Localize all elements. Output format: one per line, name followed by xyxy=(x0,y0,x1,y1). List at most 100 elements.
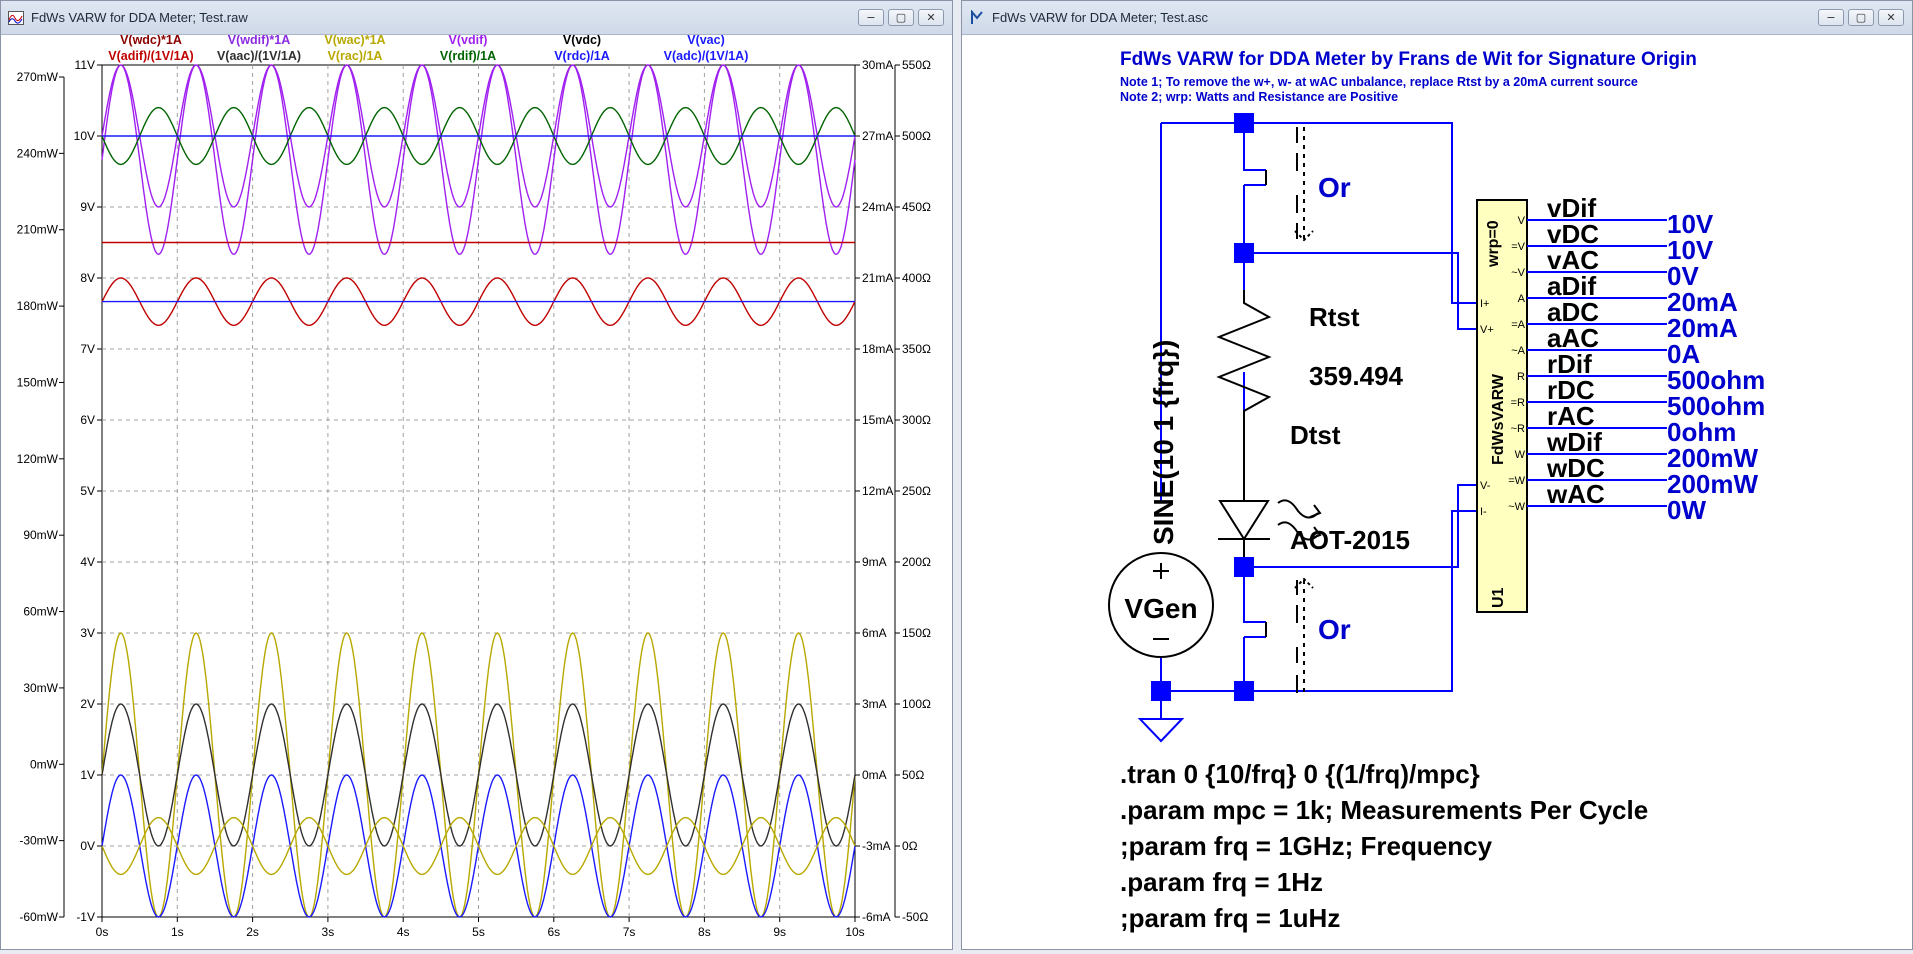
y-tick-label-amps: 3mA xyxy=(862,697,887,711)
x-tick-label: 6s xyxy=(547,925,560,939)
y-tick-label-volts: 3V xyxy=(80,626,95,640)
meas-value: 0ohm xyxy=(1667,417,1736,447)
meas-name: aDif xyxy=(1547,271,1596,301)
x-tick-label: 0s xyxy=(96,925,109,939)
restore-button[interactable]: ▢ xyxy=(1848,9,1874,26)
pin-label: I+ xyxy=(1480,298,1489,310)
or-label-top: Or xyxy=(1318,172,1351,203)
x-tick-label: 2s xyxy=(246,925,259,939)
pin-label: V xyxy=(1518,215,1526,227)
meas-value: 20mA xyxy=(1667,313,1738,343)
or-label-bottom: Or xyxy=(1318,614,1351,645)
y-tick-label-watts: -30mW xyxy=(19,834,58,848)
x-tick-label: 7s xyxy=(623,925,636,939)
y-tick-label-watts: 30mW xyxy=(23,681,58,695)
meas-value: 20mA xyxy=(1667,287,1738,317)
x-tick-label: 3s xyxy=(322,925,335,939)
trace-label[interactable]: V(wac)*1A xyxy=(324,33,385,47)
y-tick-label-ohms: 550Ω xyxy=(902,58,931,72)
directive-line[interactable]: ;param frq = 1GHz; Frequency xyxy=(1120,831,1493,861)
trace-label[interactable]: V(vac) xyxy=(687,33,725,47)
waveform-title-bar[interactable]: FdWs VARW for DDA Meter; Test.raw − ▢ ✕ xyxy=(1,1,952,35)
close-button[interactable]: ✕ xyxy=(918,9,944,26)
close-button[interactable]: ✕ xyxy=(1878,9,1904,26)
resistor-rtst[interactable]: Rtst 359.494 xyxy=(1216,290,1404,467)
y-tick-label-ohms: 100Ω xyxy=(902,697,931,711)
wires xyxy=(1160,122,1477,719)
waveform-window: FdWs VARW for DDA Meter; Test.raw − ▢ ✕ … xyxy=(0,0,953,950)
directive-line[interactable]: .param mpc = 1k; Measurements Per Cycle xyxy=(1120,795,1648,825)
meas-value: 10V xyxy=(1667,209,1714,239)
diode-name: Dtst xyxy=(1290,420,1341,450)
block-name: FdWsVARW xyxy=(1490,373,1507,465)
block-ref: U1 xyxy=(1490,587,1507,608)
y-tick-label-volts: 11V xyxy=(75,58,95,72)
y-tick-label-watts: 270mW xyxy=(17,70,59,84)
y-tick-label-watts: -60mW xyxy=(19,910,58,924)
y-tick-label-volts: 9V xyxy=(80,200,95,214)
y-tick-label-ohms: 500Ω xyxy=(902,129,931,143)
schematic-canvas[interactable]: FdWs VARW for DDA Meter by Frans de Wit … xyxy=(962,35,1912,949)
trace-label[interactable]: V(adc)/(1V/1A) xyxy=(664,49,749,63)
y-tick-label-ohms: 200Ω xyxy=(902,555,931,569)
pin-label: =V xyxy=(1511,241,1525,253)
meas-value: 0V xyxy=(1667,261,1699,291)
trace-label[interactable]: V(aac)/(1V/1A) xyxy=(217,49,301,63)
pin-label: =A xyxy=(1511,319,1525,331)
meas-value: 10V xyxy=(1667,235,1714,265)
pin-label: ~W xyxy=(1508,501,1525,513)
schematic-window: FdWs VARW for DDA Meter; Test.asc − ▢ ✕ … xyxy=(961,0,1913,950)
meas-value: 0A xyxy=(1667,339,1700,369)
source-value: SINE(10 1 {frq}) xyxy=(1148,340,1179,545)
trace-label[interactable]: V(rdc)/1A xyxy=(554,49,610,63)
series-traces xyxy=(101,64,856,918)
y-tick-label-amps: 24mA xyxy=(862,200,893,214)
y-tick-label-volts: 1V xyxy=(80,768,95,782)
directive-line[interactable]: .tran 0 {10/frq} 0 {(1/frq)/mpc} xyxy=(1120,759,1480,789)
meas-name: vAC xyxy=(1547,245,1599,275)
y-tick-label-watts: 0mW xyxy=(30,757,59,771)
y-tick-label-ohms: 400Ω xyxy=(902,271,931,285)
series-line xyxy=(101,703,856,847)
trace-label[interactable]: V(vdif) xyxy=(449,33,488,47)
wire-junctions xyxy=(1151,113,1254,701)
trace-label[interactable]: V(wdc)*1A xyxy=(120,33,182,47)
meas-value: 200mW xyxy=(1667,469,1758,499)
y-tick-label-ohms: 300Ω xyxy=(902,413,931,427)
directive-line[interactable]: .param frq = 1Hz xyxy=(1120,867,1323,897)
waveform-app-icon xyxy=(8,11,24,25)
meas-name: aDC xyxy=(1547,297,1599,327)
y-tick-label-volts: 10V xyxy=(74,129,95,143)
y-tick-label-watts: 120mW xyxy=(17,452,59,466)
x-tick-label: 4s xyxy=(397,925,410,939)
schematic-title-bar[interactable]: FdWs VARW for DDA Meter; Test.asc − ▢ ✕ xyxy=(962,1,1912,35)
trace-label[interactable]: V(rac)/1A xyxy=(328,49,383,63)
pin-label: ~R xyxy=(1511,423,1525,435)
directive-line[interactable]: ;param frq = 1uHz xyxy=(1120,903,1340,933)
y-tick-label-volts: 5V xyxy=(80,484,95,498)
trace-label[interactable]: V(adif)/(1V/1A) xyxy=(108,49,193,63)
y-tick-label-amps: 18mA xyxy=(862,342,893,356)
meas-value: 500ohm xyxy=(1667,391,1765,421)
meas-name: rAC xyxy=(1547,401,1595,431)
waveform-window-title: FdWs VARW for DDA Meter; Test.raw xyxy=(31,10,248,25)
y-tick-label-watts: 150mW xyxy=(17,375,59,389)
pin-label: ~A xyxy=(1511,345,1525,357)
restore-button[interactable]: ▢ xyxy=(888,9,914,26)
meas-name: vDC xyxy=(1547,219,1599,249)
voltage-source-vgen[interactable]: VGen SINE(10 1 {frq}) xyxy=(1108,340,1214,658)
diode-dtst[interactable]: Dtst AOT-2015 xyxy=(1218,420,1410,557)
minimize-button[interactable]: − xyxy=(1818,9,1844,26)
axes: 11V 30mA 550Ω 10V 27mA 500Ω 9V 24mA 450Ω 8V 21mA 40… xyxy=(17,58,931,939)
trace-label[interactable]: V(rdif)/1A xyxy=(440,49,496,63)
minimize-button[interactable]: − xyxy=(858,9,884,26)
pin-label: W xyxy=(1515,449,1526,461)
schematic-title: FdWs VARW for DDA Meter by Frans de Wit … xyxy=(1120,49,1697,70)
trace-label[interactable]: V(vdc) xyxy=(563,33,601,47)
waveform-plot[interactable]: V(wdc)*1A V(adif)/(1V/1A) V(wdif)*1A V(aac)… xyxy=(1,33,952,949)
trace-label[interactable]: V(wdif)*1A xyxy=(228,33,291,47)
y-tick-label-amps: 27mA xyxy=(862,129,893,143)
pin-label: V- xyxy=(1480,480,1491,492)
y-tick-label-watts: 90mW xyxy=(23,528,58,542)
fdwsvarw-block[interactable]: wrp=0 FdWsVARW U1 I+ V+ V- I- xyxy=(1476,199,1528,613)
